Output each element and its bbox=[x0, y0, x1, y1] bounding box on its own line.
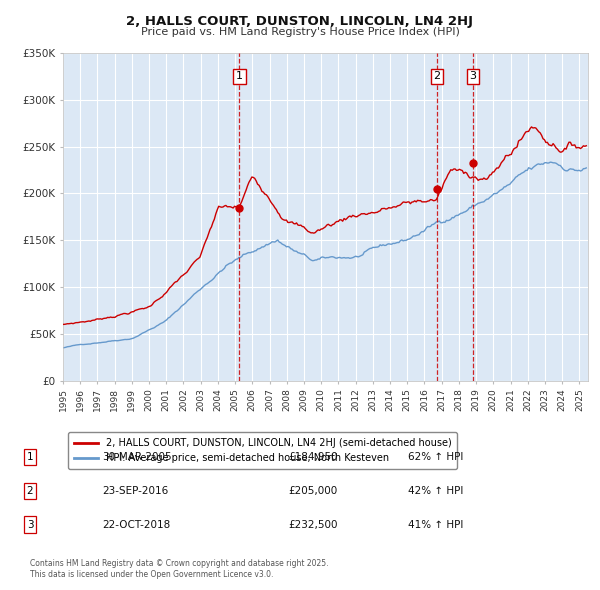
Text: £232,500: £232,500 bbox=[288, 520, 337, 529]
Text: 3: 3 bbox=[26, 520, 34, 529]
Text: 41% ↑ HPI: 41% ↑ HPI bbox=[408, 520, 463, 529]
Text: 2: 2 bbox=[26, 486, 34, 496]
Text: 2: 2 bbox=[433, 71, 440, 81]
Text: 2, HALLS COURT, DUNSTON, LINCOLN, LN4 2HJ: 2, HALLS COURT, DUNSTON, LINCOLN, LN4 2H… bbox=[127, 15, 473, 28]
Text: 1: 1 bbox=[236, 71, 243, 81]
Text: £184,950: £184,950 bbox=[288, 453, 338, 462]
Text: 1: 1 bbox=[26, 453, 34, 462]
Text: 30-MAR-2005: 30-MAR-2005 bbox=[102, 453, 172, 462]
Text: 62% ↑ HPI: 62% ↑ HPI bbox=[408, 453, 463, 462]
Text: 3: 3 bbox=[469, 71, 476, 81]
Text: Contains HM Land Registry data © Crown copyright and database right 2025.
This d: Contains HM Land Registry data © Crown c… bbox=[30, 559, 329, 579]
Text: Price paid vs. HM Land Registry's House Price Index (HPI): Price paid vs. HM Land Registry's House … bbox=[140, 27, 460, 37]
Text: 22-OCT-2018: 22-OCT-2018 bbox=[102, 520, 170, 529]
Text: 23-SEP-2016: 23-SEP-2016 bbox=[102, 486, 168, 496]
Legend: 2, HALLS COURT, DUNSTON, LINCOLN, LN4 2HJ (semi-detached house), HPI: Average pr: 2, HALLS COURT, DUNSTON, LINCOLN, LN4 2H… bbox=[68, 432, 457, 469]
Text: 42% ↑ HPI: 42% ↑ HPI bbox=[408, 486, 463, 496]
Text: £205,000: £205,000 bbox=[288, 486, 337, 496]
